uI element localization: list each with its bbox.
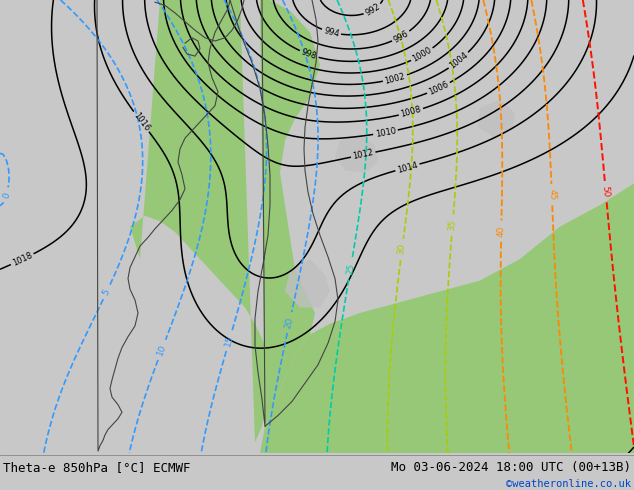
Text: 30: 30 <box>397 243 407 256</box>
Text: Theta-e 850hPa [°C] ECMWF: Theta-e 850hPa [°C] ECMWF <box>3 461 191 474</box>
Text: 35: 35 <box>448 219 458 231</box>
Text: 1000: 1000 <box>411 46 434 64</box>
Text: 996: 996 <box>392 28 410 44</box>
Text: 5: 5 <box>101 288 112 296</box>
Text: 45: 45 <box>547 189 557 200</box>
Text: 1016: 1016 <box>131 111 152 133</box>
Text: 1002: 1002 <box>384 72 406 85</box>
Text: 25: 25 <box>345 263 356 275</box>
Text: 1010: 1010 <box>374 126 397 139</box>
Text: 1014: 1014 <box>396 160 418 174</box>
Text: 994: 994 <box>323 26 340 39</box>
Text: 0: 0 <box>1 191 11 199</box>
Text: 998: 998 <box>300 48 318 61</box>
Text: 992: 992 <box>364 2 382 18</box>
Text: Mo 03-06-2024 18:00 UTC (00+13B): Mo 03-06-2024 18:00 UTC (00+13B) <box>391 461 631 474</box>
Text: 1018: 1018 <box>11 251 34 268</box>
Text: 20: 20 <box>284 316 295 329</box>
Text: 15: 15 <box>223 334 235 347</box>
Text: 10: 10 <box>155 343 168 357</box>
Text: 40: 40 <box>496 225 506 237</box>
Text: 1004: 1004 <box>448 50 470 71</box>
Text: 50: 50 <box>601 186 611 198</box>
Text: ©weatheronline.co.uk: ©weatheronline.co.uk <box>506 480 631 490</box>
Text: 1012: 1012 <box>352 148 375 161</box>
Text: 1008: 1008 <box>399 105 422 119</box>
Text: 1006: 1006 <box>427 80 450 97</box>
